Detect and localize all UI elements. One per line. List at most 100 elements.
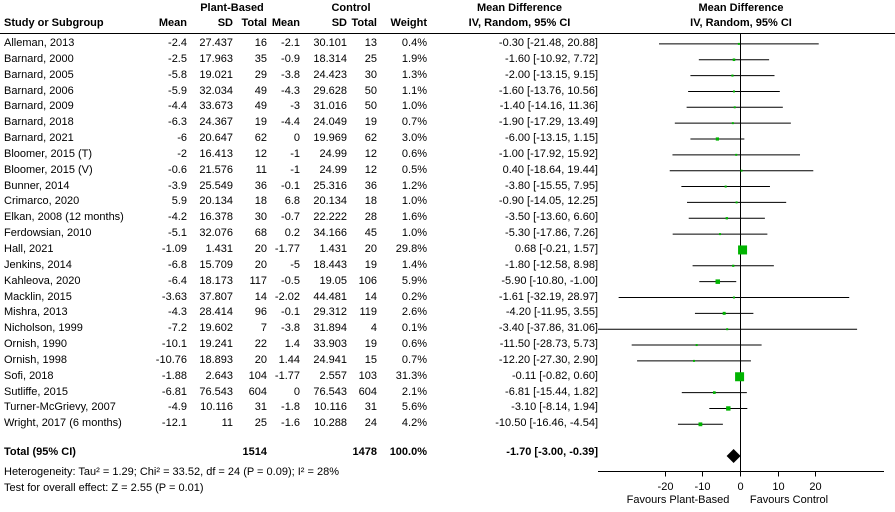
study-weight: 1.6% [401, 211, 427, 224]
control-sd: 33.903 [313, 338, 347, 351]
study-row: Crimarco, 2020 5.9 20.134 18 6.8 20.134 18 1.0%… [0, 194, 895, 210]
plant-sd: 18.893 [199, 353, 233, 366]
control-sd: 44.481 [313, 290, 347, 303]
study-name: Turner-McGrievy, 2007 [4, 401, 116, 414]
study-row: Mishra, 2013 -4.3 28.414 96 -0.1 29.312 119 2.6… [0, 305, 895, 321]
tick-label: 0 [737, 481, 743, 493]
study-weight: 0.7% [401, 116, 427, 129]
plant-total: 62 [254, 132, 267, 145]
md-ci-text: -1.60 [-13.76, 10.56] [498, 84, 598, 97]
control-mean: -2.1 [281, 37, 300, 49]
plant-sd: 33.673 [199, 100, 233, 113]
control-total: 13 [364, 37, 377, 49]
study-row: Sutliffe, 2015 -6.81 76.543 604 0 76.543 604 2.… [0, 385, 895, 401]
md-ci-text: -12.20 [-27.30, 2.90] [498, 353, 598, 366]
control-total: 19 [364, 258, 377, 271]
study-weight: 3.0% [401, 132, 427, 145]
control-mean: -0.1 [281, 306, 300, 319]
plant-total: 30 [254, 211, 267, 224]
study-row: Barnard, 2009 -4.4 33.673 49 -3 31.016 50 1.0% -… [0, 99, 895, 115]
study-weight: 1.0% [401, 227, 427, 240]
study-name: Bloomer, 2015 (T) [4, 147, 93, 160]
md-ci-text: -0.11 [-0.82, 0.60] [511, 369, 598, 382]
study-row: Hall, 2021 -1.09 1.431 20 -1.77 1.431 20 29.8% 0… [0, 242, 895, 258]
plant-sd: 15.709 [199, 258, 233, 271]
control-sd: 34.166 [313, 227, 347, 240]
control-sd: 31.894 [313, 322, 347, 335]
control-total: 12 [364, 147, 377, 160]
plant-mean: -6.8 [168, 258, 187, 271]
study-row: Alleman, 2013 -2.4 27.437 16 -2.1 30.101 13 0.4… [0, 36, 895, 52]
md-ci-text: -3.40 [-37.86, 31.06] [498, 322, 598, 335]
plant-mean: -6 [177, 132, 187, 145]
md-ci-text: -1.80 [-12.58, 8.98] [505, 258, 598, 271]
plant-total: 25 [254, 417, 267, 430]
study-name: Hall, 2021 [4, 242, 54, 255]
plant-sd: 2.643 [205, 369, 233, 382]
study-name: Barnard, 2009 [4, 100, 74, 113]
control-total: 19 [364, 116, 377, 129]
study-row: Bloomer, 2015 (T) -2 16.413 12 -1 24.99 12 0.6%… [0, 147, 895, 163]
study-name: Barnard, 2000 [4, 52, 74, 65]
md-ci-text: -5.90 [-10.80, -1.00] [501, 274, 598, 287]
plant-total: 20 [254, 242, 267, 255]
plant-sd: 76.543 [199, 385, 233, 398]
md-ci-text: -1.40 [-14.16, 11.36] [499, 100, 598, 113]
control-sd: 24.941 [313, 353, 347, 366]
tick-label: 20 [809, 481, 821, 493]
md-ci-text: -2.00 [-13.15, 9.15] [505, 68, 598, 81]
control-total: 103 [358, 369, 377, 382]
tick-label: 10 [772, 481, 784, 493]
study-row: Jenkins, 2014 -6.8 15.709 20 -5 18.443 19 1.4% -… [0, 258, 895, 274]
control-sd: 24.049 [313, 116, 347, 129]
plant-mean: -4.3 [168, 306, 187, 319]
control-total: 36 [364, 179, 377, 192]
control-sd: 10.116 [314, 401, 347, 414]
study-weight: 5.6% [401, 401, 427, 414]
md-ci-text: -3.50 [-13.60, 6.60] [505, 211, 598, 224]
control-mean: -0.5 [281, 274, 300, 287]
control-sd: 10.288 [313, 417, 347, 430]
study-weight: 1.2% [401, 179, 427, 192]
control-total: 15 [364, 353, 377, 366]
study-name: Ferdowsian, 2010 [4, 227, 92, 240]
md-ci-text: -3.10 [-8.14, 1.94] [511, 401, 598, 414]
md-ci-text: -10.50 [-16.46, -4.54] [495, 417, 598, 430]
study-name: Ornish, 1990 [4, 338, 67, 351]
plant-mean: -5.8 [168, 68, 187, 81]
plant-sd: 20.647 [199, 132, 233, 145]
study-row: Barnard, 2006 -5.9 32.034 49 -4.3 29.628 50 1.1… [0, 84, 895, 100]
study-rows: Alleman, 2013 -2.4 27.437 16 -2.1 30.101 13 0.4… [0, 36, 895, 432]
plant-total: 49 [254, 84, 267, 97]
control-mean-header: Mean [271, 17, 300, 29]
plot-method-header: IV, Random, 95% CI [690, 17, 792, 29]
study-weight: 4.2% [401, 417, 427, 430]
plant-total: 35 [254, 52, 267, 65]
control-mean: 1.4 [284, 338, 300, 351]
study-row: Turner-McGrievy, 2007 -4.9 10.116 31 -1.8 10.… [0, 400, 895, 416]
study-name: Wright, 2017 (6 months) [4, 417, 122, 430]
control-mean: -1.6 [281, 417, 300, 430]
plant-mean: -7.2 [168, 322, 187, 335]
md-method-header: IV, Random, 95% CI [468, 17, 571, 29]
study-name: Bunner, 2014 [4, 179, 70, 192]
md-ci-text: -1.90 [-17.29, 13.49] [498, 116, 598, 129]
favours-left-label: Favours Plant-Based [627, 494, 730, 506]
plant-sd: 24.367 [199, 116, 233, 129]
control-total: 25 [364, 52, 377, 65]
plant-sd: 27.437 [199, 37, 233, 49]
study-row: Barnard, 2005 -5.8 19.021 29 -3.8 24.423 30 1.3… [0, 68, 895, 84]
control-total-header: Total [351, 17, 377, 29]
tick-label: -10 [695, 481, 711, 493]
control-total: 62 [364, 132, 377, 145]
control-sd: 31.016 [313, 100, 347, 113]
study-row: Elkan, 2008 (12 months) -4.2 16.378 30 -0.7 2… [0, 210, 895, 226]
study-name: Barnard, 2018 [4, 116, 74, 129]
study-weight: 1.0% [401, 195, 427, 208]
study-row: Wright, 2017 (6 months) -12.1 11 25 -1.6 10.2… [0, 416, 895, 432]
total-row: Total (95% CI) 1514 1478 100.0% -1.70 [-… [0, 444, 895, 460]
plant-sd: 17.963 [199, 52, 233, 65]
md-ci-text: -1.00 [-17.92, 15.92] [498, 147, 598, 160]
study-name: Bloomer, 2015 (V) [4, 163, 93, 176]
